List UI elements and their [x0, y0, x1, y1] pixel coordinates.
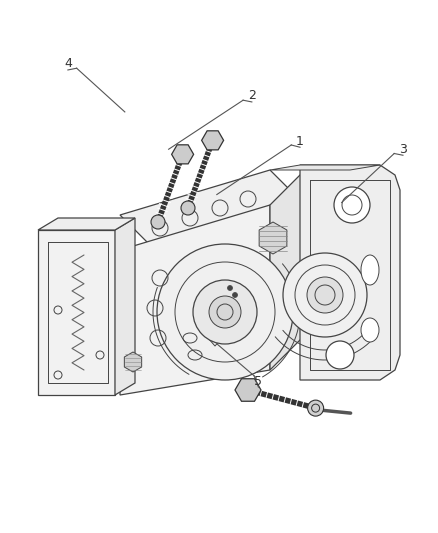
Circle shape [193, 280, 257, 344]
Circle shape [283, 253, 367, 337]
Polygon shape [120, 170, 305, 250]
Circle shape [227, 286, 233, 290]
Text: 5: 5 [254, 375, 262, 387]
Polygon shape [38, 218, 135, 230]
Polygon shape [38, 230, 115, 395]
Circle shape [307, 277, 343, 313]
Text: 1: 1 [296, 135, 304, 148]
Polygon shape [300, 165, 400, 380]
Circle shape [151, 215, 165, 229]
Circle shape [181, 201, 195, 215]
Text: 3: 3 [399, 143, 407, 156]
Polygon shape [201, 131, 224, 150]
Circle shape [307, 400, 324, 416]
Circle shape [334, 187, 370, 223]
Text: 4: 4 [64, 58, 72, 70]
Polygon shape [259, 222, 287, 254]
Ellipse shape [361, 255, 379, 285]
Polygon shape [115, 218, 135, 395]
Polygon shape [270, 165, 380, 170]
Circle shape [326, 341, 354, 369]
Polygon shape [120, 205, 270, 395]
Polygon shape [124, 352, 141, 372]
Circle shape [157, 244, 293, 380]
Polygon shape [270, 170, 305, 370]
Text: 2: 2 [248, 90, 256, 102]
Circle shape [209, 296, 241, 328]
Circle shape [233, 293, 237, 297]
Polygon shape [235, 379, 261, 401]
Ellipse shape [361, 318, 379, 342]
Polygon shape [172, 145, 194, 164]
